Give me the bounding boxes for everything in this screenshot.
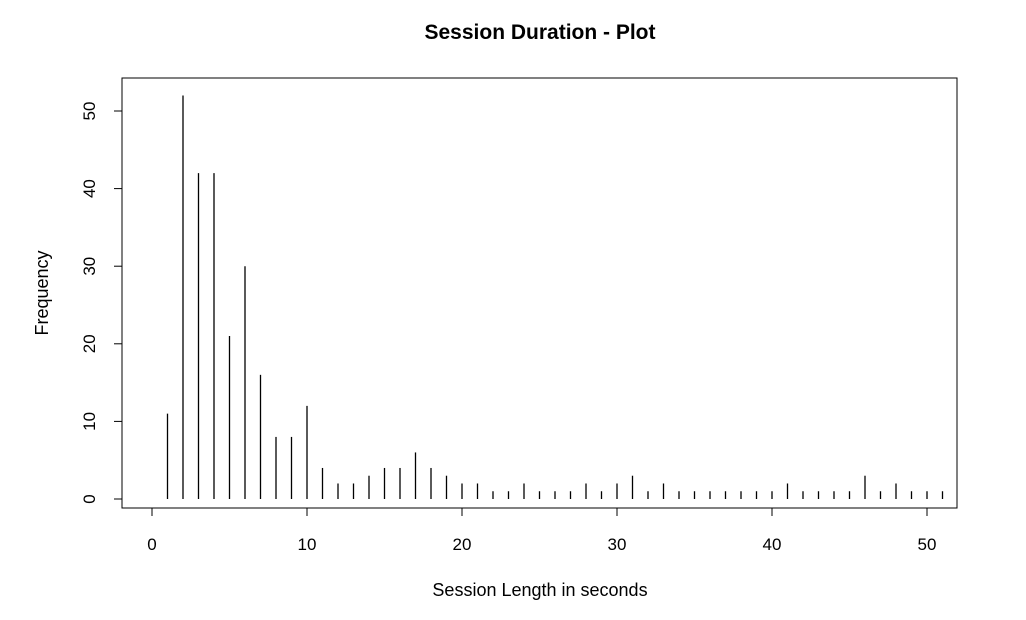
y-tick-label: 50 (80, 102, 99, 121)
y-axis: 0 10 20 30 40 50 (80, 102, 123, 504)
chart-title: Session Duration - Plot (424, 21, 655, 44)
y-tick-label: 0 (80, 494, 99, 503)
x-tick-label: 30 (608, 535, 627, 554)
y-tick-label: 20 (80, 334, 99, 353)
y-axis-label: Frequency (32, 250, 52, 335)
x-tick-label: 40 (763, 535, 782, 554)
x-tick-label: 10 (298, 535, 317, 554)
x-tick-label: 0 (147, 535, 156, 554)
x-tick-label: 50 (918, 535, 937, 554)
x-axis: 0 10 20 30 40 50 (147, 507, 937, 554)
bar-series (166, 95, 944, 499)
x-tick-label: 20 (453, 535, 472, 554)
x-axis-label: Session Length in seconds (432, 580, 647, 600)
y-tick-label: 10 (80, 412, 99, 431)
y-tick-label: 30 (80, 257, 99, 276)
plot-frame (121, 77, 958, 509)
y-tick-label: 40 (80, 179, 99, 198)
